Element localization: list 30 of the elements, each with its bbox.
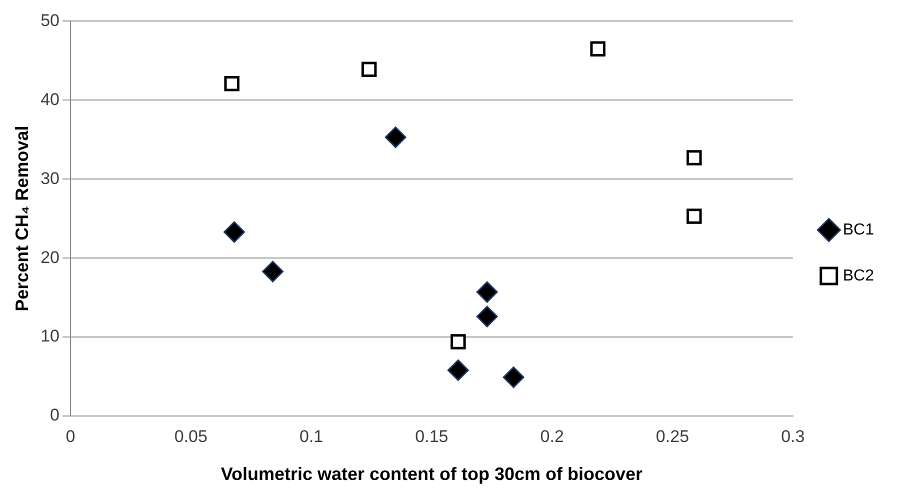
point — [384, 126, 406, 148]
y-tick-label: 50 — [40, 10, 60, 30]
point — [450, 334, 466, 350]
legend-label: BC2 — [842, 267, 874, 284]
x-tick-label: 0.15 — [415, 426, 448, 446]
point — [590, 41, 606, 56]
x-tick-label: 0 — [66, 426, 76, 446]
x-tick-label: 0.25 — [656, 426, 690, 446]
x-axis-title: Volumetric water content of top 30cm of biocover — [220, 464, 643, 484]
point — [502, 366, 524, 388]
x-tick-label: 0.2 — [540, 426, 564, 446]
y-tick-label: 10 — [40, 326, 60, 346]
point — [224, 76, 240, 92]
x-tick-label: 0.1 — [299, 426, 324, 446]
x-tick-label: 0.3 — [781, 426, 805, 446]
point — [476, 306, 498, 328]
point — [476, 281, 498, 303]
y-axis-title: Percent CH₄ Removal — [12, 126, 32, 312]
point — [686, 150, 702, 166]
y-tick-label: 30 — [40, 168, 60, 188]
y-tick-label: 40 — [40, 90, 60, 109]
point — [686, 208, 702, 224]
legend-label: BC1 — [842, 221, 874, 238]
point — [361, 62, 377, 77]
y-tick-label: 0 — [50, 406, 60, 425]
point — [262, 260, 284, 282]
y-tick-label: 20 — [40, 248, 60, 267]
point — [447, 359, 469, 381]
point — [223, 221, 245, 243]
x-tick-label: 0.05 — [174, 426, 208, 446]
